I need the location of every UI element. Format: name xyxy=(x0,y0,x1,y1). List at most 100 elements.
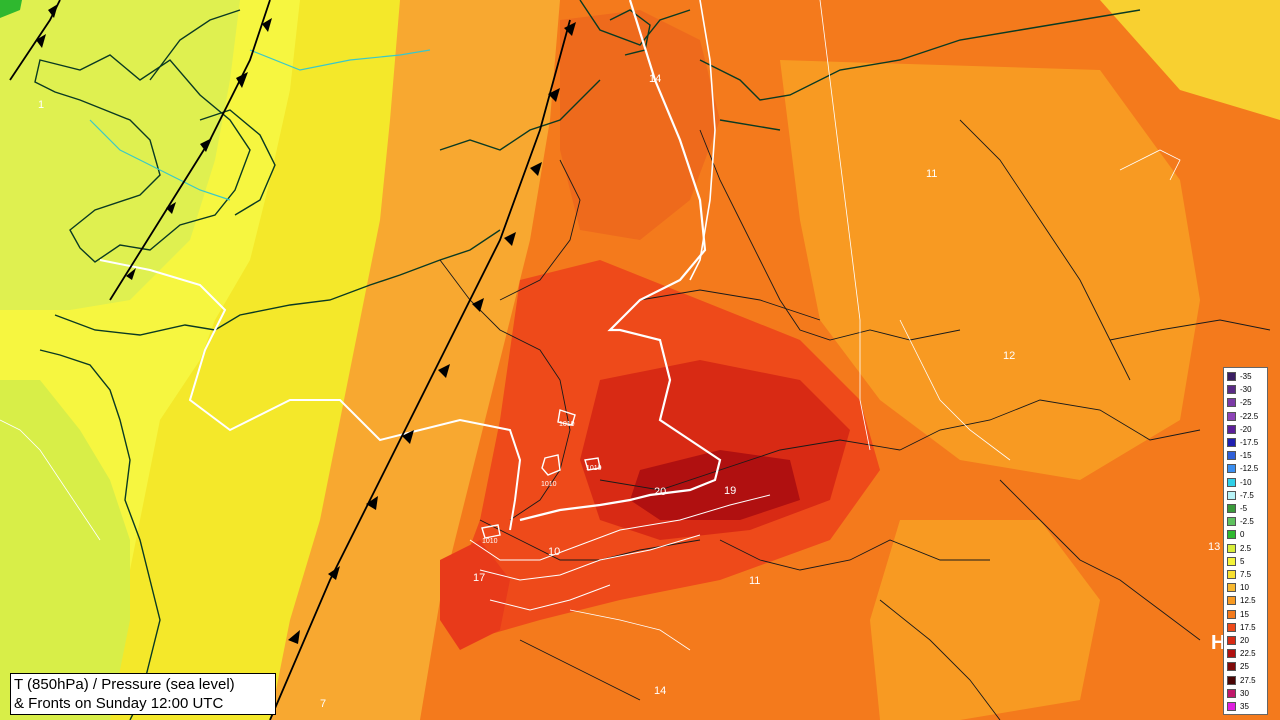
legend-swatch xyxy=(1227,636,1236,645)
isobar-1015-thick xyxy=(519,0,722,522)
legend-row: -15 xyxy=(1227,450,1267,461)
border-balkans xyxy=(879,599,1001,720)
legend-swatch xyxy=(1227,675,1236,685)
legend-swatch xyxy=(1227,583,1236,593)
border-hungary-slovakia xyxy=(899,399,1201,451)
pressure-label: 1010 xyxy=(541,481,557,488)
legend-row: -7.5 xyxy=(1227,490,1267,501)
legend-swatch xyxy=(1227,622,1236,632)
legend-swatch xyxy=(1227,662,1236,672)
legend-swatch xyxy=(1227,649,1236,659)
temp-zone-yellow-ne xyxy=(1100,0,1280,120)
legend-value: -7.5 xyxy=(1240,490,1254,500)
temp-zone-orange-north xyxy=(560,10,720,240)
legend-value: -12.5 xyxy=(1240,464,1259,474)
low-ring-1 xyxy=(557,409,576,426)
border-ukraine xyxy=(1109,319,1271,341)
cold-front-west xyxy=(109,0,272,301)
legend-value: 15 xyxy=(1240,609,1249,619)
legend-row: 30 xyxy=(1227,688,1267,699)
legend-value: 7.5 xyxy=(1240,570,1252,579)
legend-row: -17.5 xyxy=(1227,437,1267,448)
pressure-label: 11 xyxy=(749,575,760,587)
pressure-label: 14 xyxy=(654,685,666,697)
border-benelux-germany xyxy=(499,159,581,301)
legend-swatch xyxy=(1227,702,1236,711)
legend-value: 35 xyxy=(1240,702,1249,711)
italy-coast-north xyxy=(519,639,641,701)
border-switzerland-italy xyxy=(479,519,701,561)
legend-value: 20 xyxy=(1240,636,1249,645)
legend-swatch xyxy=(1227,424,1236,434)
legend-value: -15 xyxy=(1240,451,1252,461)
legend-row: -22.5 xyxy=(1227,411,1267,422)
legend-swatch xyxy=(1227,543,1236,553)
isobar-cyan-north xyxy=(249,49,431,71)
pressure-label: 19 xyxy=(724,485,736,497)
pressure-label: 10 xyxy=(548,546,560,558)
legend-value: 25 xyxy=(1240,662,1249,672)
legend-row: -25 xyxy=(1227,397,1267,408)
legend-row: 7.5 xyxy=(1227,569,1267,580)
pressure-label: 1010 xyxy=(482,538,498,545)
legend-value: 2.5 xyxy=(1240,543,1252,553)
legend-swatch xyxy=(1227,451,1236,461)
isobar-cyan-uk xyxy=(89,119,231,201)
border-poland-belarus xyxy=(959,119,1131,381)
legend-row: -30 xyxy=(1227,384,1267,395)
legend-value: -17.5 xyxy=(1240,438,1259,447)
legend-value: -5 xyxy=(1240,504,1248,513)
isobar-alps-1 xyxy=(469,494,771,561)
legend-value: -35 xyxy=(1240,372,1252,381)
legend-swatch xyxy=(1227,609,1236,619)
legend-swatch xyxy=(1227,398,1236,408)
legend-swatch xyxy=(1227,517,1236,527)
temp-zone-green-yellow-south xyxy=(0,380,130,720)
low-ring-3 xyxy=(584,457,601,471)
legend-swatch xyxy=(1227,530,1236,540)
pressure-label: 7 xyxy=(320,698,326,710)
border-germany-poland xyxy=(699,129,961,341)
isobar-italy xyxy=(569,609,691,651)
baltic-south xyxy=(719,119,781,131)
legend-row: 10 xyxy=(1227,582,1267,593)
legend-swatch xyxy=(1227,411,1236,421)
pressure-label: 12 xyxy=(1003,350,1015,362)
benelux-coast xyxy=(439,79,601,151)
isobar-ne-loop xyxy=(1119,149,1181,181)
border-germany-czech xyxy=(639,289,821,321)
temperature-legend: -35 -30 -25 -22.5 -20 -17.5 -15 -12.5 -10 -7.5 -5 -… xyxy=(1223,367,1268,715)
legend-row: 15 xyxy=(1227,609,1267,620)
temp-zone-red-west xyxy=(440,540,510,650)
legend-value: 0 xyxy=(1240,530,1245,540)
legend-row: 20 xyxy=(1227,635,1267,646)
legend-swatch xyxy=(1227,372,1236,381)
temp-zone-orange-light-se xyxy=(870,520,1100,720)
legend-row: -20 xyxy=(1227,424,1267,435)
zealand-island xyxy=(609,9,651,56)
cold-front-nw xyxy=(9,0,61,81)
pressure-label: 11 xyxy=(926,168,937,180)
legend-row: -10 xyxy=(1227,477,1267,488)
legend-value: -30 xyxy=(1240,385,1252,395)
pressure-label: 17 xyxy=(473,572,485,584)
legend-swatch xyxy=(1227,438,1236,447)
legend-swatch xyxy=(1227,556,1236,566)
legend-swatch xyxy=(1227,464,1236,474)
legend-value: -20 xyxy=(1240,424,1252,434)
legend-value: 27.5 xyxy=(1240,675,1256,685)
legend-row: 22.5 xyxy=(1227,648,1267,659)
border-serbia-romania xyxy=(999,479,1201,641)
legend-value: -2.5 xyxy=(1240,517,1254,527)
legend-swatch xyxy=(1227,688,1236,698)
legend-swatch xyxy=(1227,490,1236,500)
pressure-label: 20 xyxy=(654,486,666,498)
pressure-label: 1010 xyxy=(559,421,575,428)
legend-swatch xyxy=(1227,477,1236,487)
legend-row: 5 xyxy=(1227,556,1267,567)
temp-zone-green-yellow xyxy=(0,0,240,310)
legend-swatch xyxy=(1227,570,1236,579)
legend-swatch xyxy=(1227,504,1236,513)
